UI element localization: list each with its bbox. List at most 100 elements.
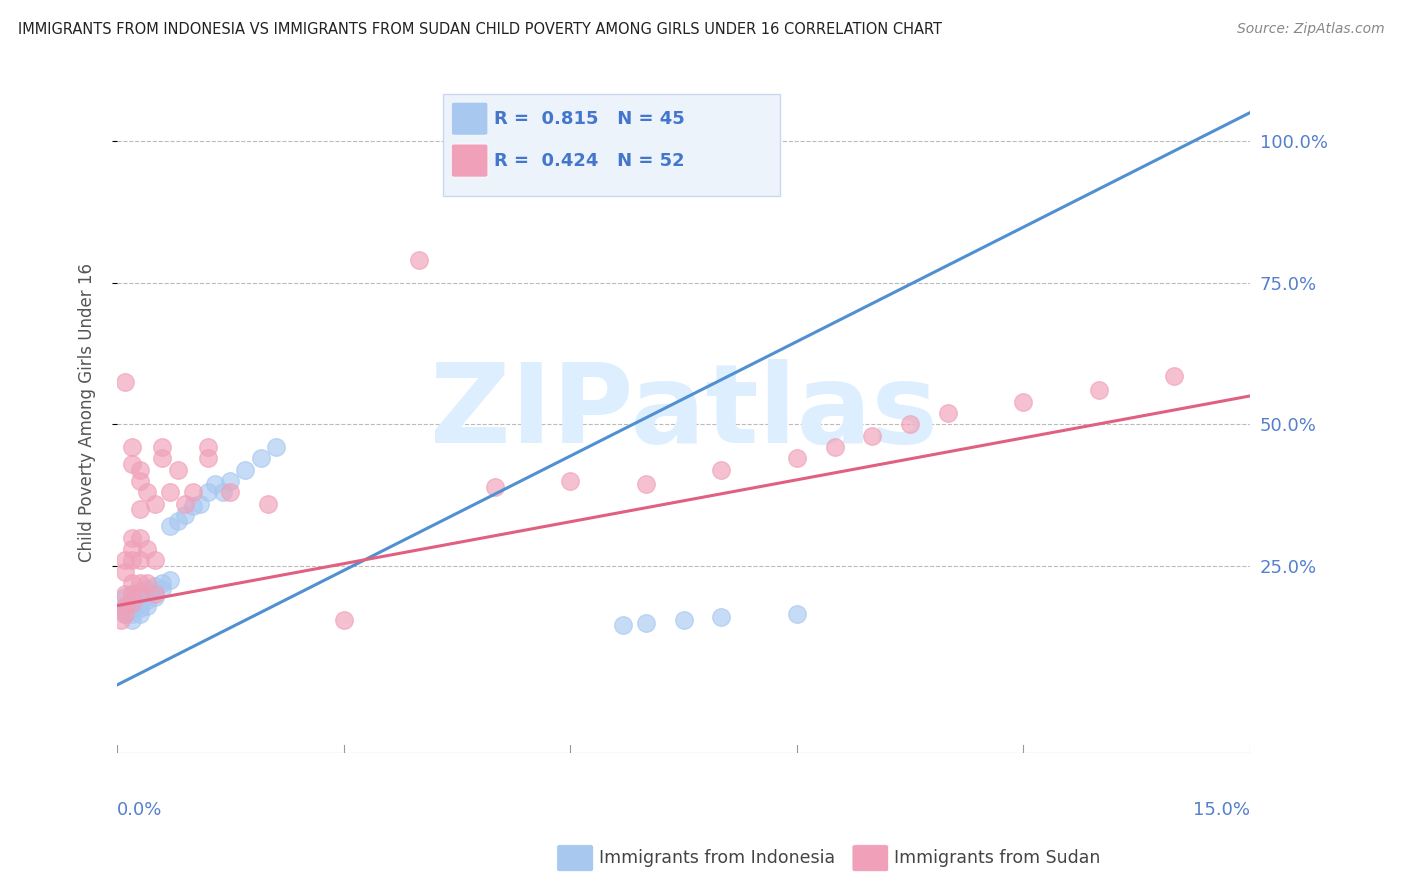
Point [249,451,271,466]
Point [219,474,242,488]
Point [710,462,733,476]
Point [181,485,204,500]
Point [136,587,159,601]
Point [136,599,159,613]
Point [174,497,197,511]
Point [128,576,150,591]
Point [332,613,354,627]
Text: 15.0%: 15.0% [1194,800,1250,819]
Point [152,440,174,454]
Point [824,440,846,454]
Point [121,587,143,601]
Point [1088,384,1111,398]
Text: IMMIGRANTS FROM INDONESIA VS IMMIGRANTS FROM SUDAN CHILD POVERTY AMONG GIRLS UND: IMMIGRANTS FROM INDONESIA VS IMMIGRANTS … [18,22,942,37]
Point [114,601,136,615]
Point [143,590,166,604]
Point [174,508,197,522]
Point [114,587,136,601]
Point [143,579,166,593]
Point [159,573,181,587]
Point [166,514,188,528]
Point [197,485,219,500]
Point [128,590,150,604]
Point [114,599,136,613]
Point [898,417,921,432]
Point [786,451,808,466]
Point [197,440,219,454]
Point [143,553,166,567]
Point [560,474,582,488]
Point [143,497,166,511]
Point [114,599,136,613]
Point [121,576,143,591]
Point [188,497,211,511]
Text: 0.0%: 0.0% [117,800,163,819]
Point [128,584,150,599]
Point [121,599,143,613]
Point [136,582,159,596]
Point [128,601,150,615]
Point [114,553,136,567]
Point [128,462,150,476]
Point [128,502,150,516]
Point [121,601,143,615]
Point [484,480,506,494]
Point [152,451,174,466]
Point [152,582,174,596]
Point [204,476,226,491]
Point [110,613,132,627]
Point [121,440,143,454]
Point [110,604,132,618]
Point [596,134,619,148]
Point [121,607,143,621]
Y-axis label: Child Poverty Among Girls Under 16: Child Poverty Among Girls Under 16 [79,263,96,563]
Point [219,485,242,500]
Point [128,607,150,621]
Point [114,607,136,621]
Point [143,587,166,601]
Point [159,519,181,533]
Point [121,613,143,627]
Point [181,500,204,514]
Text: R =  0.815   N = 45: R = 0.815 N = 45 [494,110,685,128]
Point [114,607,136,621]
Point [121,553,143,567]
Point [612,618,634,632]
Point [166,462,188,476]
Point [114,375,136,389]
Text: Source: ZipAtlas.com: Source: ZipAtlas.com [1237,22,1385,37]
Point [121,457,143,471]
Point [264,440,287,454]
Point [560,151,582,165]
Point [152,576,174,591]
Point [257,497,280,511]
Point [114,565,136,579]
Point [121,593,143,607]
Point [634,615,657,630]
Point [128,596,150,610]
Point [710,610,733,624]
Text: ZIPatlas: ZIPatlas [430,359,938,467]
Point [936,406,959,420]
Point [860,428,883,442]
Point [128,474,150,488]
Point [786,607,808,621]
Point [121,541,143,556]
Text: R =  0.424   N = 52: R = 0.424 N = 52 [494,152,685,169]
Point [136,541,159,556]
Point [128,587,150,601]
Point [1163,369,1185,384]
Point [136,485,159,500]
Point [235,462,257,476]
Point [136,576,159,591]
Point [634,476,657,491]
Point [1012,394,1035,409]
Text: Immigrants from Indonesia: Immigrants from Indonesia [599,849,835,867]
Point [159,485,181,500]
Point [121,531,143,545]
Text: Immigrants from Sudan: Immigrants from Sudan [894,849,1101,867]
Point [136,593,159,607]
Point [128,531,150,545]
Point [211,485,233,500]
Point [114,590,136,604]
